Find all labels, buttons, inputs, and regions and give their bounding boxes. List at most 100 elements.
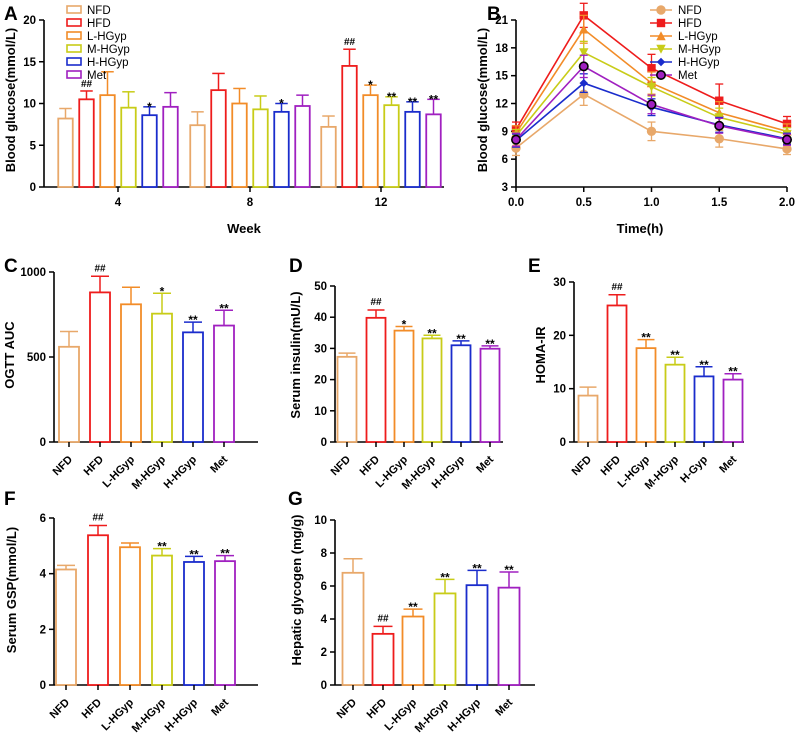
bar <box>336 355 358 443</box>
data-point <box>579 24 589 34</box>
y-tick-label: 2 <box>321 647 327 659</box>
y-tick-label: 15 <box>23 57 36 69</box>
y-tick-label: 10 <box>553 384 566 396</box>
data-point <box>781 134 792 145</box>
significance-mark: ## <box>344 37 356 48</box>
x-category-label: Met <box>209 696 231 718</box>
y-axis-title: Blood glucose(mmol/L) <box>475 28 490 172</box>
panel-letter: B <box>487 4 501 25</box>
legend-label: NFD <box>678 5 702 17</box>
y-tick-label: 6 <box>502 154 508 166</box>
x-axis-title: Week <box>227 221 261 236</box>
y-axis-title: Serum GSP(mmol/L) <box>4 527 19 653</box>
significance-mark: ** <box>485 337 495 351</box>
bar <box>183 561 205 686</box>
legend-swatch <box>66 31 82 40</box>
y-tick-label: 1000 <box>20 267 46 279</box>
x-tick-label: 12 <box>375 197 388 209</box>
y-tick-label: 0 <box>560 437 566 449</box>
legend-label: HFD <box>678 18 702 30</box>
bar <box>421 337 443 443</box>
y-tick-label: 30 <box>314 343 327 355</box>
bar <box>78 98 95 188</box>
bar <box>450 344 472 443</box>
y-tick-label: 6 <box>321 581 327 593</box>
legend-label: M-HGyp <box>87 44 130 56</box>
significance-mark: ## <box>92 513 104 524</box>
x-category-label: H-HGyp <box>162 453 200 491</box>
significance-mark: * <box>402 318 407 332</box>
y-tick-label: 12 <box>495 99 508 111</box>
x-category-label: Met <box>493 696 515 718</box>
y-axis-title: HOMA-IR <box>533 326 548 384</box>
x-axis-title: Time(h) <box>617 221 664 236</box>
y-tick-label: 9 <box>502 126 508 138</box>
bar <box>465 584 489 686</box>
x-category-label: NFD <box>570 454 595 479</box>
data-point <box>715 96 724 105</box>
significance-mark: ** <box>427 326 437 340</box>
legend-marker <box>656 44 666 54</box>
y-axis-title: Blood glucose(mmol/L) <box>3 28 18 172</box>
y-tick-label: 20 <box>23 15 36 27</box>
legend-label: HFD <box>87 18 111 30</box>
x-tick-label: 1.5 <box>711 197 728 209</box>
x-category-label: H-HGyp <box>163 696 201 734</box>
significance-mark: ** <box>456 332 466 346</box>
bar <box>341 65 358 188</box>
bar <box>120 106 137 188</box>
legend-label: Met <box>678 70 698 82</box>
bar <box>664 363 686 443</box>
significance-mark: ** <box>408 600 418 614</box>
legend-swatch <box>66 70 82 79</box>
y-tick-label: 21 <box>495 15 508 27</box>
legend-label: M-HGyp <box>678 44 721 56</box>
bar <box>577 394 599 443</box>
significance-mark: ## <box>370 297 382 308</box>
bar <box>99 94 116 188</box>
bar <box>189 124 206 188</box>
panel-b: B 3 6 9 12 15 18 21 0.0 0.5 1.0 1.5 2.0 Blood glucose… <box>475 2 795 236</box>
y-tick-label: 10 <box>23 99 36 111</box>
y-tick-label: 4 <box>40 569 47 581</box>
x-category-label: NFD <box>51 454 76 479</box>
significance-mark: ** <box>670 348 680 362</box>
legend-marker <box>655 70 666 81</box>
significance-mark: ** <box>387 90 397 104</box>
significance-mark: ** <box>440 570 450 584</box>
significance-mark: ** <box>504 563 514 577</box>
bar <box>210 89 227 188</box>
bar <box>722 378 744 443</box>
x-category-label: NFD <box>48 697 73 722</box>
legend-label: NFD <box>87 5 111 17</box>
significance-mark: ** <box>728 365 738 379</box>
significance-mark: * <box>160 284 165 298</box>
y-tick-label: 30 <box>553 277 566 289</box>
significance-mark: ** <box>219 301 229 315</box>
x-category-label: Met <box>208 453 230 475</box>
x-category-label: H-HGyp <box>446 696 484 734</box>
x-tick-label: 1.0 <box>644 197 660 209</box>
x-category-label: H-HGyp <box>430 453 468 491</box>
bar <box>273 110 290 188</box>
x-category-label: M-HGyp <box>130 453 168 491</box>
bar <box>162 105 179 188</box>
bar <box>479 347 501 443</box>
y-tick-label: 8 <box>321 548 328 560</box>
bar <box>425 113 442 188</box>
significance-mark: ** <box>472 561 482 575</box>
x-category-label: NFD <box>329 454 354 479</box>
x-category-label: HFD <box>82 454 107 479</box>
data-point <box>579 78 588 88</box>
bar <box>151 312 173 443</box>
y-tick-label: 3 <box>502 182 508 194</box>
significance-mark: * <box>147 100 152 114</box>
y-tick-label: 0 <box>40 437 46 449</box>
significance-mark: ## <box>611 282 623 293</box>
x-tick-label: 4 <box>115 197 122 209</box>
y-tick-label: 6 <box>40 513 46 525</box>
